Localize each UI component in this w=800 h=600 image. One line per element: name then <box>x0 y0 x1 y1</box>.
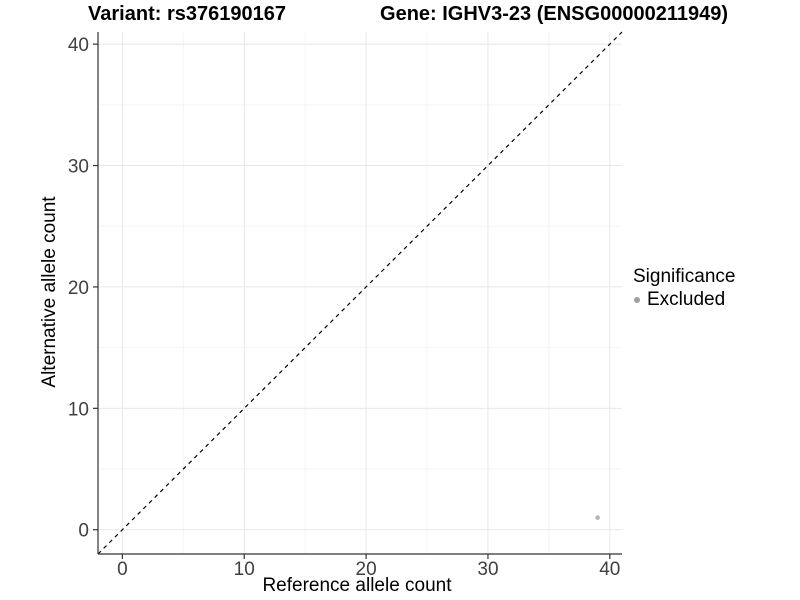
legend-item-excluded: Excluded <box>634 289 735 311</box>
y-tick-label: 0 <box>78 521 89 542</box>
x-tick-label: 0 <box>117 559 128 580</box>
legend-item-label: Excluded <box>647 289 726 310</box>
y-tick-label: 30 <box>68 157 89 178</box>
x-axis-title: Reference allele count <box>262 575 452 596</box>
legend: Significance Excluded <box>633 266 735 311</box>
gene-title: Gene: IGHV3-23 (ENSG00000211949) <box>380 3 728 25</box>
variant-title: Variant: rs376190167 <box>88 3 286 25</box>
data-point <box>595 515 600 520</box>
x-tick-label: 10 <box>234 559 255 580</box>
legend-title: Significance <box>633 266 736 287</box>
legend-key-dot-icon <box>634 297 640 303</box>
y-axis-title: Alternative allele count <box>39 196 60 388</box>
identity-line <box>97 31 623 555</box>
x-tick-label: 40 <box>599 559 620 580</box>
x-tick-label: 20 <box>356 559 377 580</box>
y-tick-label: 10 <box>68 399 89 420</box>
y-tick-label: 40 <box>68 35 89 56</box>
y-tick-label: 20 <box>68 278 89 299</box>
x-tick-label: 30 <box>477 559 498 580</box>
